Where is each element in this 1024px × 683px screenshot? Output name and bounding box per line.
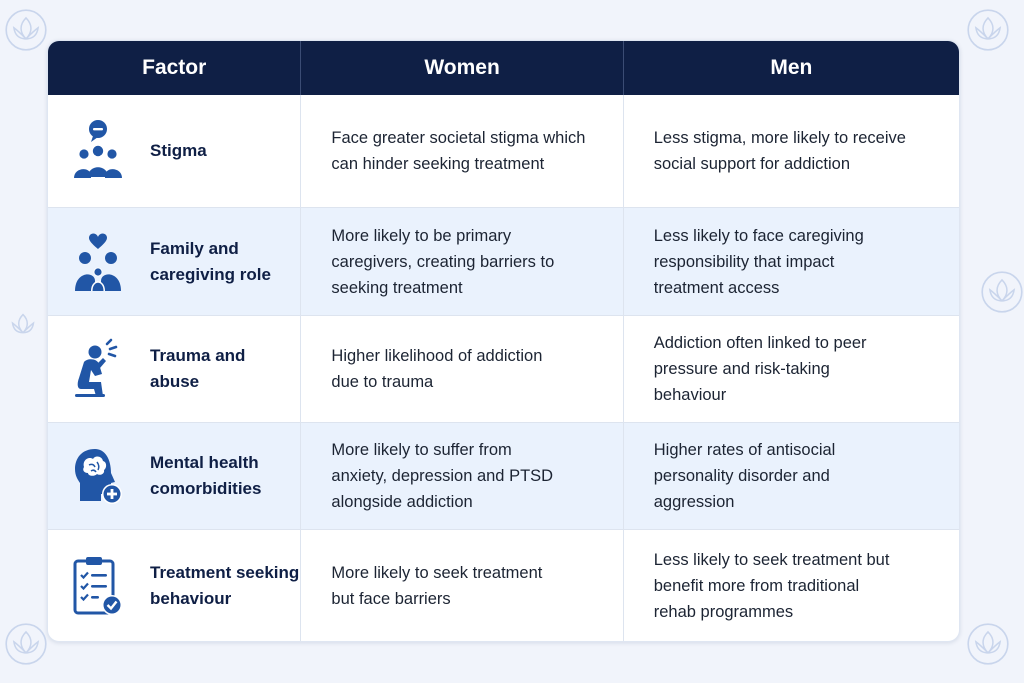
men-cell: Higher rates of antisocial personality d… [653,441,836,511]
factor-label: Treatment seeking behaviour [150,562,300,608]
men-cell: Less likely to face caregiving responsib… [653,226,864,297]
lotus-logo-icon [966,8,1010,52]
clipboard-checklist-icon [70,554,126,618]
women-cell: Higher likelihood of addiction due to tr… [301,316,624,422]
men-cell: Less stigma, more likely to receive soci… [653,129,906,173]
men-cell: Addiction often linked to peer pressure … [653,334,867,404]
lotus-logo-icon [4,8,48,52]
factor-cell: Mental health comorbidities [48,423,302,529]
lotus-logo-icon [4,622,48,666]
lotus-logo-icon [966,622,1010,666]
family-heart-icon [70,230,126,294]
factor-cell: Treatment seeking behaviour [48,530,302,641]
factor-cell: Family and caregiving role [48,208,302,315]
men-cell: Less likely to seek treatment but benefi… [653,550,890,621]
distressed-person-icon [70,337,126,401]
lotus-logo-icon [980,270,1024,314]
table-row: Trauma and abuse Higher likelihood of ad… [48,315,959,422]
women-cell: Face greater societal stigma which can h… [301,95,624,207]
header-women: Women [301,41,624,95]
header-factor: Factor [48,41,302,95]
table-row: Treatment seeking behaviour More likely … [48,529,959,641]
factor-label: Stigma [150,141,207,160]
table-header-row: Factor Women Men [48,41,959,95]
brain-head-plus-icon [70,444,126,508]
factor-label: Mental health comorbidities [150,453,262,498]
factor-cell: Stigma [48,95,302,207]
lotus-logo-icon [4,306,42,344]
women-cell: More likely to be primary caregivers, cr… [301,208,624,315]
women-cell: More likely to seek treatment but face b… [301,530,624,641]
table-row: Mental health comorbidities More likely … [48,422,959,529]
header-men: Men [770,56,813,79]
factor-label: Family and caregiving role [150,238,271,284]
factor-label: Trauma and abuse [150,346,246,391]
people-speech-bubble-icon [70,119,126,183]
comparison-table: Factor Women Men Stigma Face gr [47,40,960,642]
women-cell: More likely to suffer from anxiety, depr… [301,423,624,529]
factor-cell: Trauma and abuse [48,316,302,422]
table-row: Family and caregiving role More likely t… [48,207,959,315]
table-row: Stigma Face greater societal stigma whic… [48,95,959,207]
